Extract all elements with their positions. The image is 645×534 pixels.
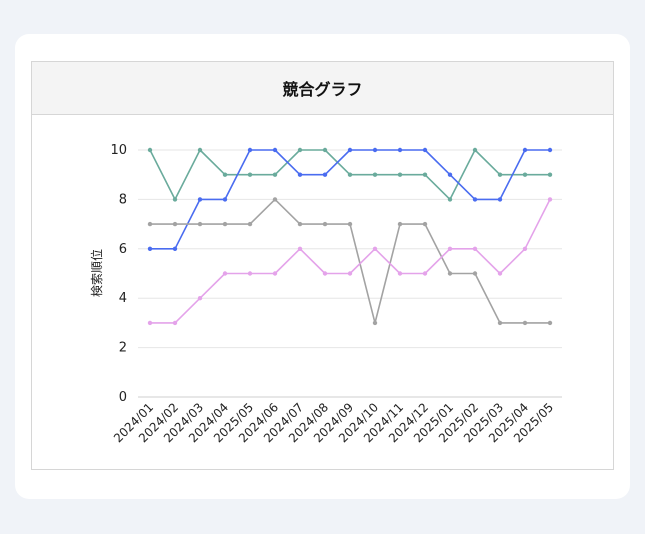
chart-header: 競合グラフ xyxy=(32,62,613,115)
y-axis-label: 検索順位 xyxy=(89,249,104,297)
data-point xyxy=(172,197,178,202)
data-point xyxy=(522,147,528,153)
data-point xyxy=(497,271,503,276)
data-point xyxy=(222,221,228,227)
data-point xyxy=(297,172,303,177)
data-point xyxy=(547,147,553,153)
y-axis-ticks: 0 2 4 6 8 10 xyxy=(110,143,127,405)
data-point xyxy=(147,246,153,251)
data-point xyxy=(272,197,278,202)
data-point xyxy=(147,320,153,326)
data-point xyxy=(147,147,153,153)
data-point xyxy=(372,172,378,177)
data-point xyxy=(397,172,403,177)
data-point xyxy=(347,271,353,276)
data-point xyxy=(222,172,228,177)
data-point xyxy=(247,147,253,153)
data-point xyxy=(172,246,178,251)
chart-panel: 競合グラフ xyxy=(31,61,614,470)
y-tick-label: 4 xyxy=(119,291,127,306)
data-point xyxy=(197,296,203,301)
data-point xyxy=(272,147,278,153)
data-point xyxy=(247,172,253,177)
data-point xyxy=(422,172,428,177)
data-point xyxy=(447,172,453,177)
data-point xyxy=(472,271,478,276)
series-line-3 xyxy=(150,198,550,324)
y-tick-label: 6 xyxy=(119,242,127,257)
data-point xyxy=(372,147,378,153)
data-point xyxy=(247,221,253,227)
data-point xyxy=(397,271,403,276)
data-point xyxy=(522,172,528,177)
data-point xyxy=(222,197,228,202)
data-point xyxy=(472,246,478,251)
data-point xyxy=(497,172,503,177)
data-point xyxy=(197,197,203,202)
data-point xyxy=(547,197,553,202)
data-point xyxy=(422,147,428,153)
y-tick-label: 10 xyxy=(110,143,127,158)
chart-title: 競合グラフ xyxy=(282,80,363,99)
data-point xyxy=(447,197,453,202)
data-point xyxy=(372,320,378,326)
data-point xyxy=(272,271,278,276)
data-point xyxy=(297,221,303,227)
y-tick-label: 0 xyxy=(119,390,127,405)
data-point xyxy=(172,320,178,326)
data-point xyxy=(497,197,503,202)
data-point xyxy=(397,221,403,227)
data-point xyxy=(422,271,428,276)
data-point xyxy=(147,221,153,227)
y-tick-label: 2 xyxy=(119,341,127,356)
data-point xyxy=(297,246,303,251)
data-point xyxy=(172,221,178,227)
data-point xyxy=(397,147,403,153)
data-point xyxy=(222,271,228,276)
x-axis-ticks: 2024/012024/022024/032024/042025/052024/… xyxy=(111,400,556,445)
data-point xyxy=(447,271,453,276)
data-point xyxy=(347,172,353,177)
data-point xyxy=(322,147,328,153)
data-point xyxy=(422,221,428,227)
y-tick-label: 8 xyxy=(119,192,127,207)
data-point xyxy=(547,172,553,177)
data-point xyxy=(472,197,478,202)
data-point xyxy=(197,147,203,153)
data-point xyxy=(522,320,528,326)
data-point xyxy=(347,221,353,227)
data-point xyxy=(297,147,303,153)
data-point xyxy=(322,271,328,276)
data-point xyxy=(497,320,503,326)
data-point xyxy=(347,147,353,153)
data-point xyxy=(372,246,378,251)
data-point xyxy=(547,320,553,326)
data-point xyxy=(322,221,328,227)
data-point xyxy=(472,147,478,153)
data-point xyxy=(247,271,253,276)
series-lines xyxy=(147,147,553,326)
data-point xyxy=(447,246,453,251)
data-point xyxy=(272,172,278,177)
data-point xyxy=(322,172,328,177)
data-point xyxy=(522,246,528,251)
data-point xyxy=(197,221,203,227)
